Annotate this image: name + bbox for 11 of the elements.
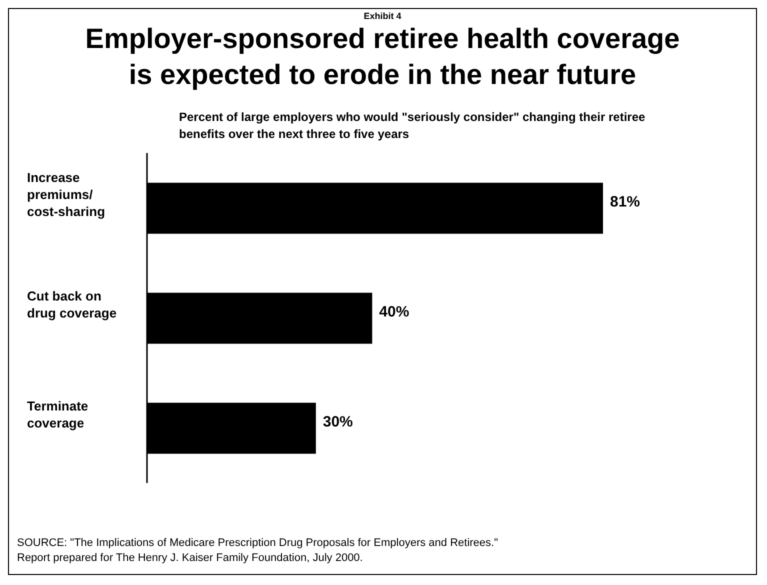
y-tick-label: Increase premiums/ cost-sharing — [27, 170, 106, 218]
text: Exhibit 4 — [362, 11, 402, 21]
y-tick-label: Terminate coverage — [27, 398, 88, 430]
source-note: SOURCE: "The Implications of Medicare Prescription Drug Proposals for Employers and Retirees." — [17, 536, 498, 551]
chart-title: Employer-sponsored retiree health coverage is expected to erode in the near future — [84, 22, 681, 92]
data-label: 40% — [379, 304, 410, 321]
text: Report prepared for The Henry J. Kaiser Family Foundation, July 2000. — [17, 551, 364, 566]
data-label: 81% — [610, 194, 640, 211]
chart-subtitle: Percent of large employers who would "seriously consider" changing their retiree benefits over the next three to five years — [179, 109, 646, 143]
data-label: 30% — [322, 414, 353, 431]
y-tick-label: Cut back on drug coverage — [27, 288, 117, 320]
